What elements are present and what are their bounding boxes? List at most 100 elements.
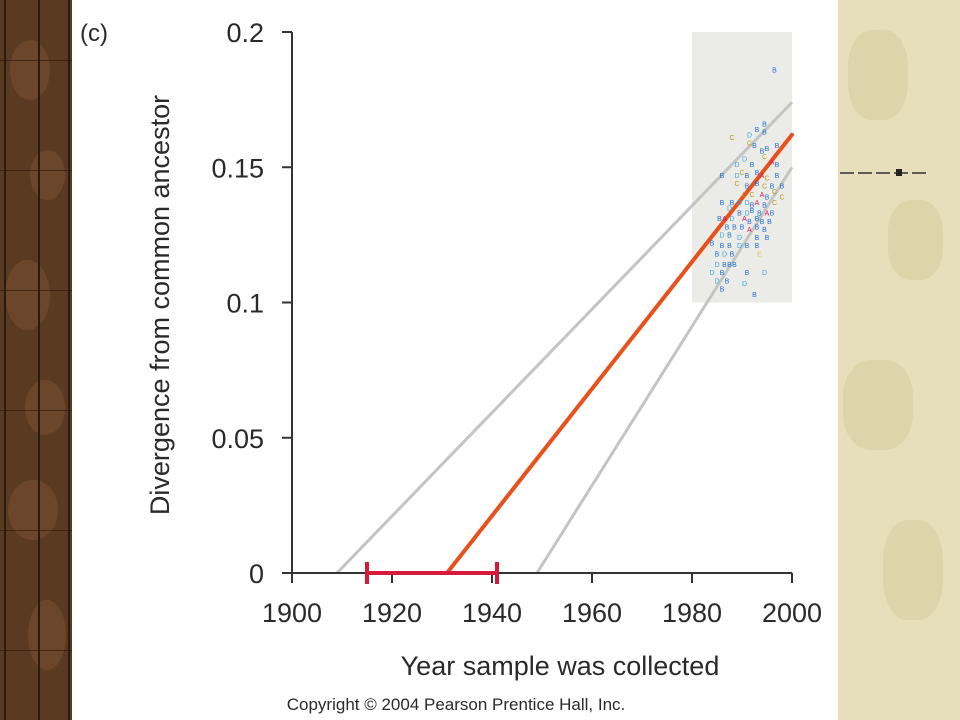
data-point: A (760, 173, 765, 180)
confidence-line-1 (335, 101, 794, 575)
sampled-data-region (692, 32, 792, 303)
data-point: B (732, 224, 737, 231)
data-point: B (762, 130, 767, 137)
data-point: B (755, 127, 760, 134)
data-point: C (764, 176, 769, 183)
regression-line-group (445, 132, 794, 575)
data-point: B (752, 292, 757, 299)
data-point: D (719, 232, 724, 239)
data-point: C (772, 189, 777, 196)
data-point: B (750, 203, 755, 210)
data-point: D (734, 173, 739, 180)
data-point: A (722, 216, 727, 223)
y-tick-label: 0 (249, 559, 264, 589)
data-point: B (775, 162, 780, 169)
x-tick-label: 1960 (562, 598, 622, 628)
data-point: B (762, 121, 767, 128)
data-point: B (745, 184, 750, 191)
data-point: D (737, 235, 742, 242)
data-point: A (770, 159, 775, 166)
data-point: B (760, 149, 765, 156)
data-point: B (725, 278, 730, 285)
data-point: C (772, 200, 777, 207)
data-point: B (715, 251, 720, 258)
data-point: B (755, 224, 760, 231)
data-point: B (720, 173, 725, 180)
data-point: B (745, 243, 750, 250)
y-tick-label: 0.05 (211, 424, 264, 454)
data-point: C (749, 192, 754, 199)
data-point: B (725, 224, 730, 231)
data-point: D (742, 157, 747, 164)
data-point: D (737, 200, 742, 207)
data-point: B (765, 146, 770, 153)
copyright-notice: Copyright © 2004 Pearson Prentice Hall, … (287, 695, 626, 714)
data-point: B (722, 262, 727, 269)
x-tick-label: 2000 (762, 598, 822, 628)
y-tick-label: 0.2 (226, 18, 264, 48)
data-point: D (734, 162, 739, 169)
data-point: C (762, 154, 767, 161)
data-point: D (714, 262, 719, 269)
data-point: B (755, 181, 760, 188)
data-point: D (744, 200, 749, 207)
tick-labels: 0 0.05 0.1 0.15 0.2 1900 1920 1940 1960 1980 2000 (211, 18, 822, 628)
data-point: B (720, 243, 725, 250)
data-point: B (727, 243, 732, 250)
data-point: B (755, 235, 760, 242)
origin-date-interval (365, 562, 499, 584)
data-point: A (760, 192, 765, 199)
data-point: B (750, 208, 755, 215)
left-decorative-border (0, 0, 72, 720)
data-point: B (755, 216, 760, 223)
data-point: D (742, 281, 747, 288)
data-point: B (775, 173, 780, 180)
data-point: B (710, 240, 715, 247)
data-point: B (755, 170, 760, 177)
data-point: C (729, 135, 734, 142)
data-point: B (770, 211, 775, 218)
y-tick-label: 0.15 (211, 153, 264, 183)
x-axis-title: Year sample was collected (401, 651, 720, 681)
data-point: B (727, 262, 732, 269)
data-point: B (762, 203, 767, 210)
data-point: B (745, 270, 750, 277)
data-point: B (730, 200, 735, 207)
decorative-dashed-line (840, 169, 928, 176)
data-point: B (762, 227, 767, 234)
data-point: B (765, 235, 770, 242)
data-point: B (760, 219, 765, 226)
data-point: B (720, 200, 725, 207)
regression-line (445, 132, 794, 575)
data-point: D (762, 270, 767, 277)
data-point: D (737, 243, 742, 250)
data-point: A (755, 200, 760, 207)
data-point: B (770, 184, 775, 191)
data-point: D (709, 270, 714, 277)
data-point: A (765, 211, 770, 218)
data-point: B (727, 232, 732, 239)
x-tick-label: 1940 (462, 598, 522, 628)
data-point: B (717, 216, 722, 223)
data-point: D (727, 205, 732, 212)
data-point: D (722, 251, 727, 258)
data-point: C (739, 170, 744, 177)
data-point: C (747, 140, 752, 147)
data-point: B (737, 211, 742, 218)
data-point: D (744, 211, 749, 218)
x-tick-label: 1920 (362, 598, 422, 628)
data-point: B (750, 162, 755, 169)
data-point: D (714, 278, 719, 285)
data-point: C (762, 184, 767, 191)
data-point: B (730, 251, 735, 258)
data-point: B (772, 67, 777, 74)
data-point: B (757, 211, 762, 218)
x-tick-label: 1980 (662, 598, 722, 628)
confidence-line-2 (535, 166, 794, 574)
y-axis-title: Divergence from common ancestor (145, 95, 175, 515)
data-point: B (755, 243, 760, 250)
data-point: B (740, 224, 745, 231)
